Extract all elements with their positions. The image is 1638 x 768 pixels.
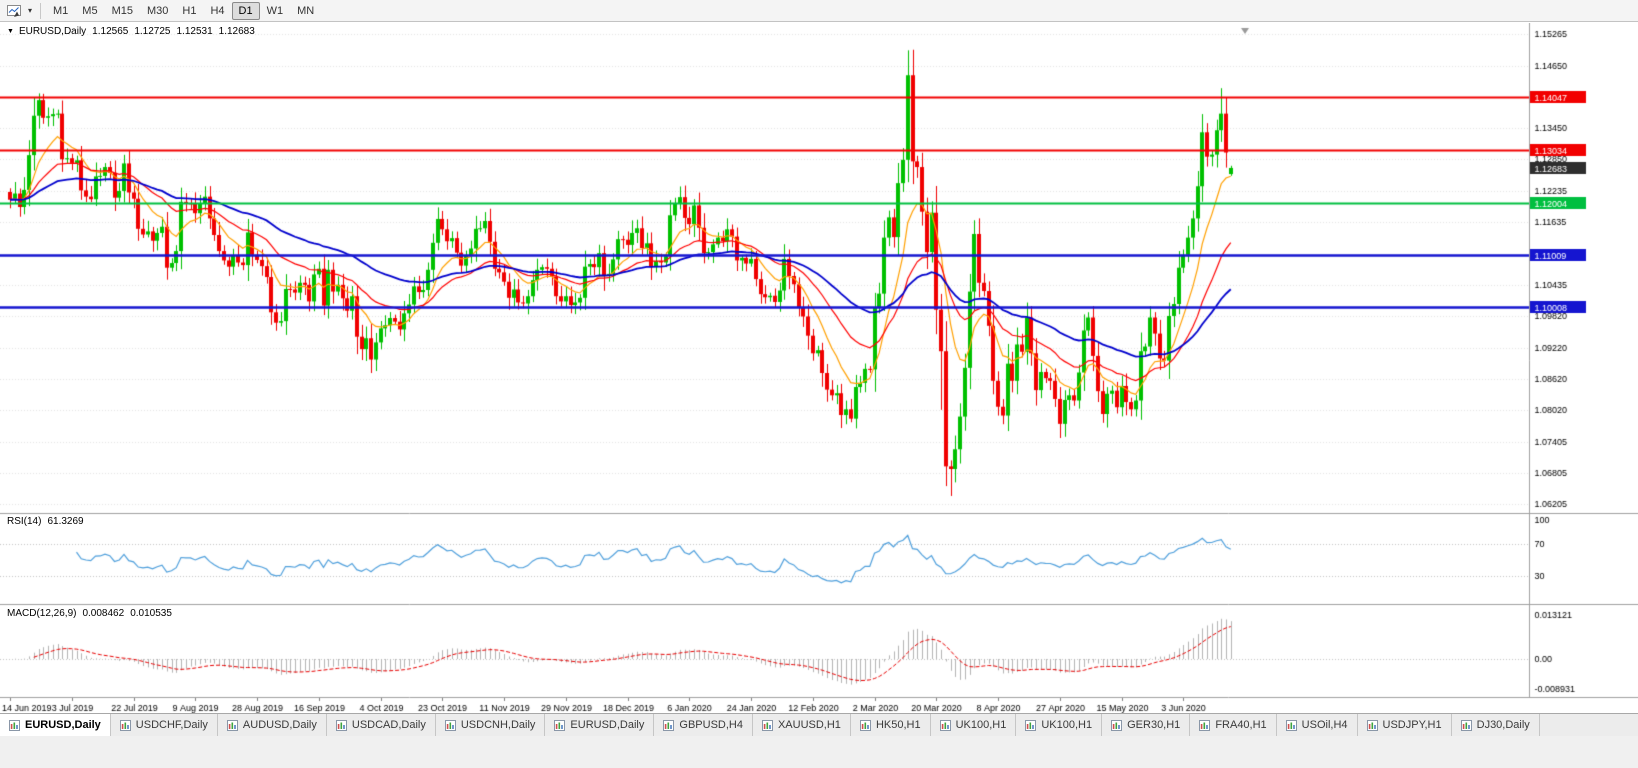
timeframe-button-group: M1 M5 M15 M30 H1 H4 D1 W1 MN [46,1,321,20]
tab-label: GBPUSD,H4 [679,719,743,731]
chart-tab-hk50-h1-8[interactable]: HK50,H1 [850,714,931,736]
timeframe-button-m30[interactable]: M30 [140,2,175,20]
tab-label: DJ30,Daily [1476,719,1530,731]
timeframe-toolbar: ▾ M1 M5 M15 M30 H1 H4 D1 W1 MN [0,0,1638,22]
tab-label: GER30,H1 [1127,719,1181,731]
chart-area: ▼ EURUSD,Daily 1.12565 1.12725 1.12531 1… [0,23,1638,713]
mini-chart-icon [859,719,871,731]
timeframe-button-h4[interactable]: H4 [203,2,231,20]
chart-tab-usoil-h4-13[interactable]: USOil,H4 [1276,714,1358,736]
tab-label: USOil,H4 [1301,719,1348,731]
chart-tab-usdchf-daily-1[interactable]: USDCHF,Daily [110,714,218,736]
mini-chart-icon [1111,719,1123,731]
chart-tab-audusd-daily-2[interactable]: AUDUSD,Daily [217,714,327,736]
chart-tab-gbpusd-h4-6[interactable]: GBPUSD,H4 [654,714,753,736]
chart-tab-usdjpy-h1-14[interactable]: USDJPY,H1 [1357,714,1452,736]
mini-chart-icon [444,719,456,731]
chart-tab-eurusd-daily-0[interactable]: EURUSD,Daily [0,714,111,736]
mini-chart-icon [761,719,773,731]
chart-tab-usdcnh-daily-4[interactable]: USDCNH,Daily [435,714,546,736]
mini-chart-icon [119,719,131,731]
chart-tab-uk100-h1-9[interactable]: UK100,H1 [930,714,1017,736]
tab-label: USDCAD,Daily [351,719,426,731]
mini-chart-icon [1460,719,1472,731]
tab-label: UK100,H1 [1041,719,1093,731]
mini-chart-icon [1285,719,1297,731]
tab-label: USDCHF,Daily [135,719,208,731]
mini-chart-icon [1199,719,1211,731]
mini-chart-icon [335,719,347,731]
tab-label: EURUSD,Daily [570,719,645,731]
timeframe-button-m1[interactable]: M1 [46,2,75,20]
tab-label: USDCNH,Daily [460,719,536,731]
tab-label: AUDUSD,Daily [242,719,317,731]
tab-label: EURUSD,Daily [25,719,101,731]
chart-tab-ger30-h1-11[interactable]: GER30,H1 [1102,714,1191,736]
toolbar-separator [40,2,41,19]
chart-tab-eurusd-daily-5[interactable]: EURUSD,Daily [545,714,655,736]
timeframe-button-h1[interactable]: H1 [175,2,203,20]
timeframe-button-m15[interactable]: M15 [105,2,140,20]
price-chart-canvas[interactable] [0,23,1638,713]
chart-tabs-bar: EURUSD,Daily USDCHF,Daily AUDUSD,Daily USDC… [0,713,1638,736]
mini-chart-icon [1025,719,1037,731]
mini-chart-icon [939,719,951,731]
chart-tab-xauusd-h1-7[interactable]: XAUUSD,H1 [752,714,851,736]
statusbar-area [0,736,1638,768]
mini-chart-icon [226,719,238,731]
tab-label: FRA40,H1 [1215,719,1267,731]
chart-pointer-icon[interactable] [4,2,24,20]
chart-tab-uk100-h1-10[interactable]: UK100,H1 [1016,714,1103,736]
timeframe-button-m5[interactable]: M5 [75,2,104,20]
timeframe-button-d1[interactable]: D1 [231,1,260,20]
mini-chart-icon [9,719,20,731]
tab-label: XAUUSD,H1 [777,719,841,731]
tab-label: HK50,H1 [875,719,921,731]
toolbar-dropdown-caret-icon[interactable]: ▾ [27,6,32,15]
mini-chart-icon [663,719,675,731]
timeframe-button-mn[interactable]: MN [290,2,321,20]
chart-tab-dj30-daily-15[interactable]: DJ30,Daily [1451,714,1540,736]
chart-tab-fra40-h1-12[interactable]: FRA40,H1 [1190,714,1277,736]
tab-label: UK100,H1 [955,719,1007,731]
mini-chart-icon [1366,719,1378,731]
chart-tab-usdcad-daily-3[interactable]: USDCAD,Daily [326,714,436,736]
tab-label: USDJPY,H1 [1382,719,1442,731]
mini-chart-icon [554,719,566,731]
timeframe-button-w1[interactable]: W1 [260,2,291,20]
